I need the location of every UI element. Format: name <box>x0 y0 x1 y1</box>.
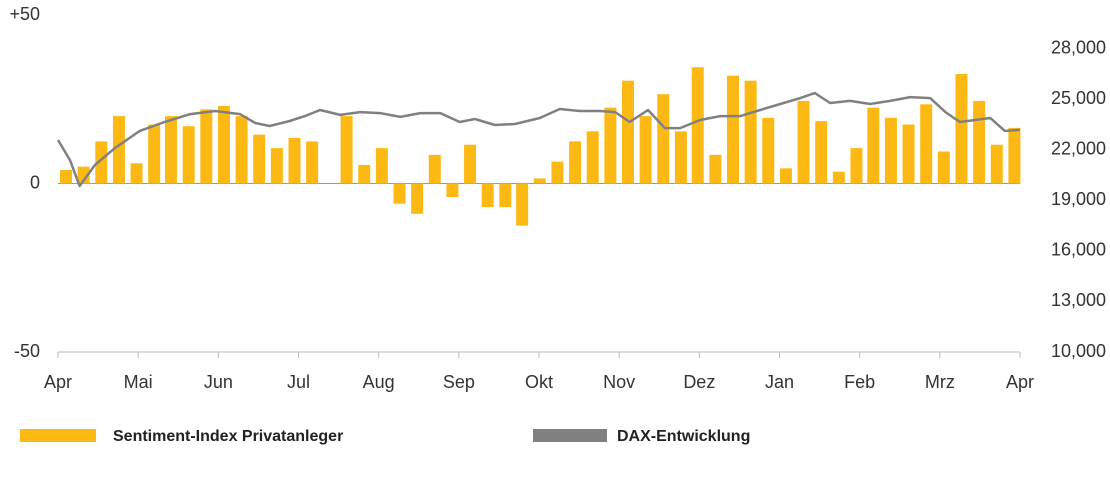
y-tick-label: -50 <box>14 341 40 361</box>
bar <box>621 80 634 184</box>
x-tick-label: Okt <box>525 372 553 392</box>
bar <box>586 131 599 184</box>
bar <box>148 124 161 184</box>
bar <box>288 138 301 184</box>
bar <box>551 161 564 184</box>
x-tick-label: Feb <box>844 372 875 392</box>
y2-tick-label: 28,000 <box>1051 37 1106 57</box>
bar <box>306 141 319 184</box>
bar <box>60 170 73 184</box>
bar <box>428 154 441 184</box>
bar <box>499 183 512 208</box>
bar <box>691 67 704 184</box>
legend-swatch-line <box>533 429 607 442</box>
bar <box>130 163 143 184</box>
bar <box>884 117 897 184</box>
legend-swatch-bar <box>20 429 96 442</box>
bar <box>569 141 582 184</box>
y-tick-label: 0 <box>30 172 40 192</box>
bar <box>639 116 652 184</box>
x-tick-label: Aug <box>363 372 395 392</box>
x-tick-label: Mai <box>124 372 153 392</box>
bar <box>920 104 933 184</box>
bar <box>815 121 828 184</box>
legend-label: DAX-Entwicklung <box>617 428 750 445</box>
bar <box>270 148 283 184</box>
bar <box>182 126 195 184</box>
bar <box>902 124 915 184</box>
bar <box>533 178 546 184</box>
y2-tick-label: 25,000 <box>1051 88 1106 108</box>
bar <box>375 148 388 184</box>
bar <box>235 116 248 184</box>
bar <box>112 116 125 184</box>
bar <box>674 131 687 184</box>
y2-tick-label: 10,000 <box>1051 341 1106 361</box>
bar <box>77 166 90 184</box>
bar <box>762 117 775 184</box>
bar <box>217 105 230 184</box>
y2-tick-label: 22,000 <box>1051 139 1106 159</box>
y-tick-label: +50 <box>9 4 40 24</box>
bar <box>340 116 353 184</box>
x-tick-label: Nov <box>603 372 635 392</box>
legend-label: Sentiment-Index Privatanleger <box>113 428 343 445</box>
bar <box>1008 127 1021 184</box>
x-tick-label: Sep <box>443 372 475 392</box>
bar <box>604 107 617 184</box>
bar <box>832 171 845 184</box>
bar <box>709 154 722 184</box>
x-tick-label: Dez <box>683 372 715 392</box>
x-tick-label: Apr <box>1006 372 1034 392</box>
bar <box>446 183 459 197</box>
x-tick-label: Jan <box>765 372 794 392</box>
bar <box>481 183 494 208</box>
bar <box>955 73 968 184</box>
x-tick-label: Mrz <box>925 372 955 392</box>
bar <box>867 107 880 184</box>
x-tick-label: Jul <box>287 372 310 392</box>
x-tick-label: Apr <box>44 372 72 392</box>
bar <box>516 183 529 226</box>
y2-tick-label: 16,000 <box>1051 240 1106 260</box>
bar <box>95 141 108 184</box>
bar <box>165 116 178 184</box>
bar <box>200 109 213 184</box>
bar <box>779 168 792 184</box>
bar <box>797 100 810 184</box>
bar <box>253 134 266 184</box>
bar <box>990 144 1003 184</box>
line <box>56 91 1021 188</box>
bar <box>744 80 757 184</box>
bar <box>973 100 986 184</box>
bar <box>358 164 371 184</box>
y2-tick-label: 19,000 <box>1051 189 1106 209</box>
bar <box>850 148 863 184</box>
bar <box>657 94 670 184</box>
bar <box>464 144 477 184</box>
bar <box>411 183 424 214</box>
y2-tick-label: 13,000 <box>1051 290 1106 310</box>
bar <box>727 75 740 184</box>
bar <box>937 151 950 184</box>
bar <box>393 183 406 204</box>
x-tick-label: Jun <box>204 372 233 392</box>
